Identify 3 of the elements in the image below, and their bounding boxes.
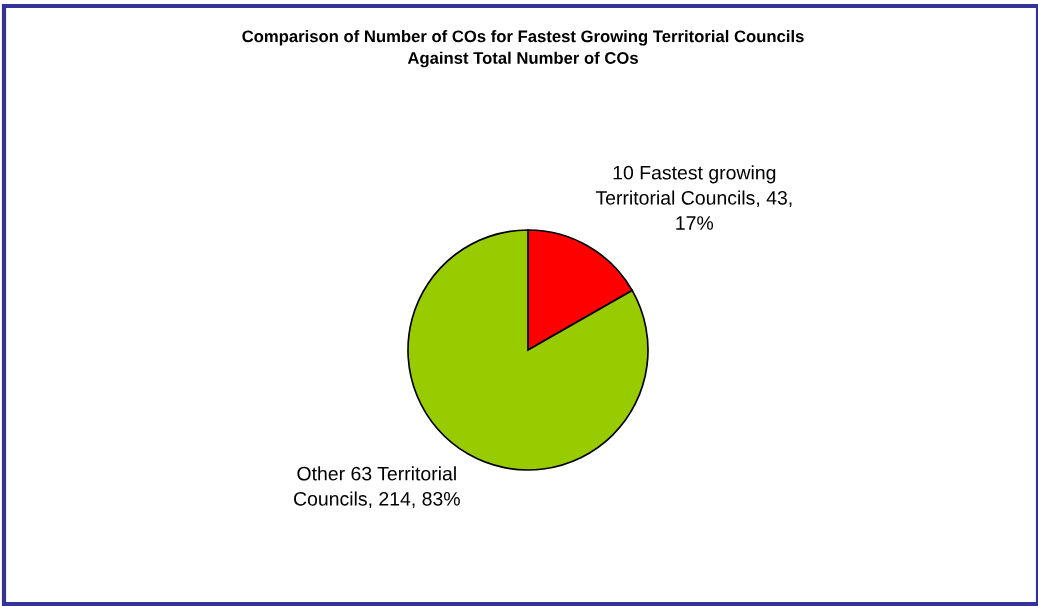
slice-label: 10 Fastest growing Territorial Councils, 43, 17%	[595, 165, 792, 230]
chart-title: Comparison of Number of COs for Fastest Growing Territorial Councils Against Total Number of COs	[242, 30, 804, 68]
slice-label: Other 63 Territorial Councils, 214, 83%	[294, 466, 460, 509]
